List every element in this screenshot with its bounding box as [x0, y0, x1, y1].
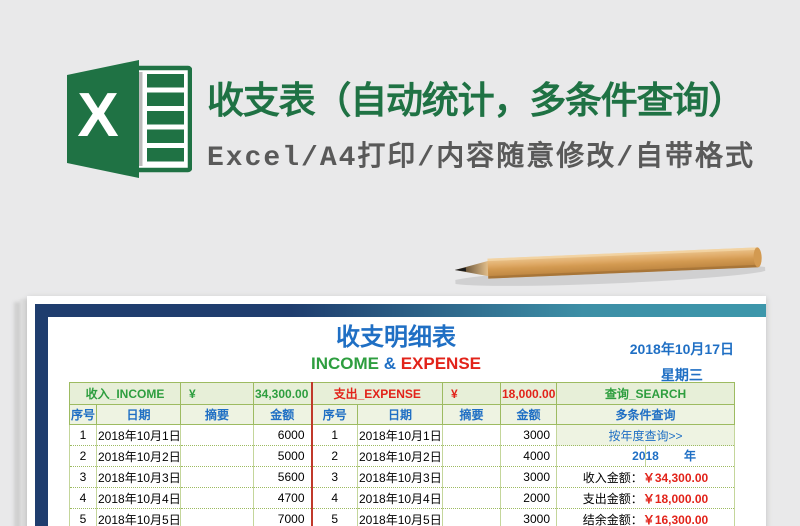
svg-text:X: X — [77, 81, 118, 150]
